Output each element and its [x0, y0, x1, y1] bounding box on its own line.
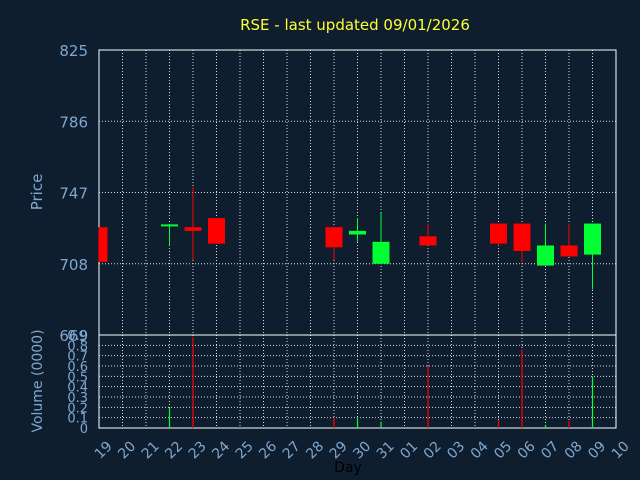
candle-body	[208, 218, 225, 244]
candle-body	[513, 223, 531, 251]
x-tick-label: 31	[374, 438, 398, 462]
candle	[560, 223, 578, 257]
volume-axis-label: Volume (0000)	[30, 329, 46, 432]
candle	[349, 218, 366, 242]
x-tick-label: 08	[562, 438, 586, 462]
volume-tick-label: 0.7	[67, 350, 88, 365]
candle-body	[349, 230, 366, 235]
x-tick-label: 23	[186, 438, 210, 462]
volume-tick-label: 0.5	[67, 370, 88, 385]
candle	[98, 227, 108, 262]
candle	[184, 187, 202, 261]
volume-tick-label: 0.1	[67, 412, 88, 427]
x-axis-label: Day	[334, 460, 362, 476]
candle	[208, 218, 225, 244]
candle	[584, 223, 601, 290]
candle	[372, 212, 390, 264]
candle-body	[490, 223, 507, 244]
x-tick-label: 07	[538, 438, 562, 462]
chart-marks	[98, 187, 601, 428]
chart-title: RSE - last updated 09/01/2026	[240, 16, 470, 34]
candle	[419, 223, 437, 246]
price-tick-label: 747	[59, 185, 88, 203]
candle-body	[372, 241, 390, 264]
candle-body	[537, 245, 554, 266]
volume-tick-label: 0.3	[67, 391, 88, 406]
x-tick-label: 22	[162, 438, 186, 462]
x-tick-label: 19	[92, 438, 116, 462]
candle-body	[161, 224, 178, 227]
candle	[537, 223, 554, 266]
candle-body	[560, 245, 578, 257]
volume-tick-label: 0.9	[67, 329, 88, 344]
x-tick-label: 30	[350, 438, 374, 462]
volume-tick-label: 0.4	[67, 381, 88, 396]
candle-body	[419, 236, 437, 246]
candle	[490, 223, 507, 246]
volume-tick-label: 0.2	[67, 401, 88, 416]
candle-body	[99, 227, 108, 262]
volume-tick-label: 0.8	[67, 339, 88, 354]
candle-body	[584, 223, 601, 255]
x-tick-label: 01	[397, 438, 421, 462]
x-tick-label: 21	[139, 438, 163, 462]
volume-tick-label: 0.6	[67, 360, 88, 375]
candle	[325, 227, 343, 261]
x-tick-label: 27	[280, 438, 304, 462]
x-tick-label: 25	[233, 438, 257, 462]
price-tick-label: 786	[59, 113, 88, 131]
candle	[513, 223, 531, 262]
price-tick-label: 708	[59, 256, 88, 274]
x-tick-label: 09	[585, 438, 609, 462]
x-tick-label: 29	[327, 438, 351, 462]
x-tick-label: 26	[256, 438, 280, 462]
x-tick-label: 20	[115, 438, 139, 462]
x-tick-label: 24	[209, 438, 233, 462]
candle-body	[184, 227, 202, 231]
volume-tick-label: 0	[80, 422, 88, 437]
x-tick-label: 28	[303, 438, 327, 462]
price-tick-label: 669	[59, 327, 88, 345]
x-tick-label: 04	[468, 438, 492, 462]
x-tick-label: 10	[609, 438, 633, 462]
x-tick-label: 02	[421, 438, 445, 462]
candle	[161, 224, 178, 246]
candle-body	[325, 227, 343, 248]
price-axis-label: Price	[28, 174, 46, 211]
x-tick-label: 03	[444, 438, 468, 462]
x-tick-label: 06	[515, 438, 539, 462]
x-tick-label: 05	[491, 438, 515, 462]
price-tick-label: 825	[59, 42, 88, 60]
